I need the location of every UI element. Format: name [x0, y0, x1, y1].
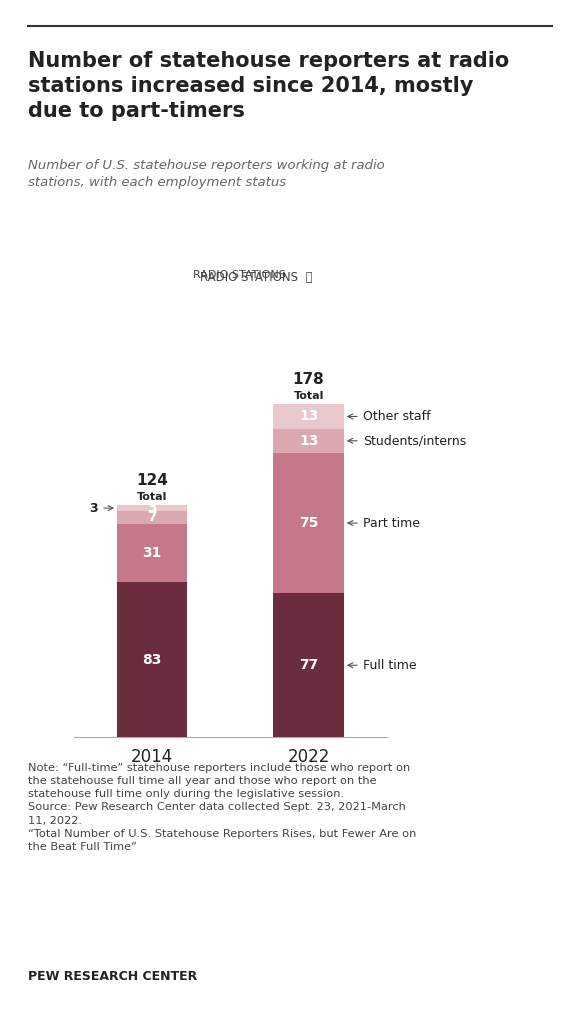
Text: Full time: Full time — [348, 658, 417, 672]
Text: Total: Total — [294, 390, 324, 400]
Text: Other staff: Other staff — [348, 410, 430, 423]
Text: Part time: Part time — [348, 516, 420, 529]
Text: 13: 13 — [299, 410, 319, 424]
Bar — [274, 404, 344, 429]
Text: 31: 31 — [142, 546, 162, 560]
Text: 83: 83 — [142, 652, 162, 667]
Bar — [274, 429, 344, 453]
Text: 75: 75 — [299, 516, 319, 530]
Text: 178: 178 — [293, 373, 324, 387]
Text: Students/interns: Students/interns — [348, 434, 466, 447]
Bar — [117, 505, 187, 511]
Text: PEW RESEARCH CENTER: PEW RESEARCH CENTER — [28, 970, 197, 983]
Text: 124: 124 — [136, 473, 168, 488]
Text: RADIO STATIONS  📻: RADIO STATIONS 📻 — [200, 271, 312, 285]
Text: Total: Total — [137, 492, 167, 502]
Text: Note: “Full-time” statehouse reporters include those who report on
the statehous: Note: “Full-time” statehouse reporters i… — [28, 763, 417, 852]
Text: 77: 77 — [299, 658, 318, 672]
Bar — [117, 511, 187, 524]
Text: RADIO STATIONS: RADIO STATIONS — [192, 270, 286, 281]
Bar — [274, 593, 344, 737]
Text: 7: 7 — [147, 511, 157, 524]
Bar — [117, 582, 187, 737]
Text: 3: 3 — [147, 501, 157, 515]
Bar — [117, 524, 187, 582]
Text: 13: 13 — [299, 434, 319, 447]
Text: 3: 3 — [89, 502, 113, 515]
Text: Number of statehouse reporters at radio
stations increased since 2014, mostly
du: Number of statehouse reporters at radio … — [28, 51, 510, 121]
Text: Number of U.S. statehouse reporters working at radio
stations, with each employm: Number of U.S. statehouse reporters work… — [28, 159, 385, 188]
Bar — [274, 453, 344, 593]
